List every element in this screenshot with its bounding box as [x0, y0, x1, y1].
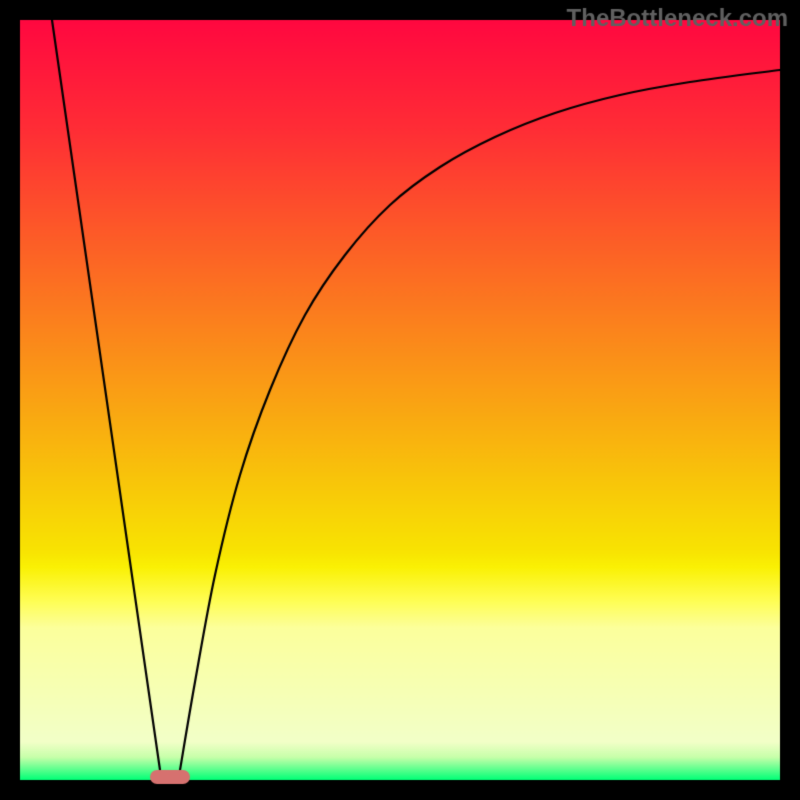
bottleneck-chart	[0, 0, 800, 800]
